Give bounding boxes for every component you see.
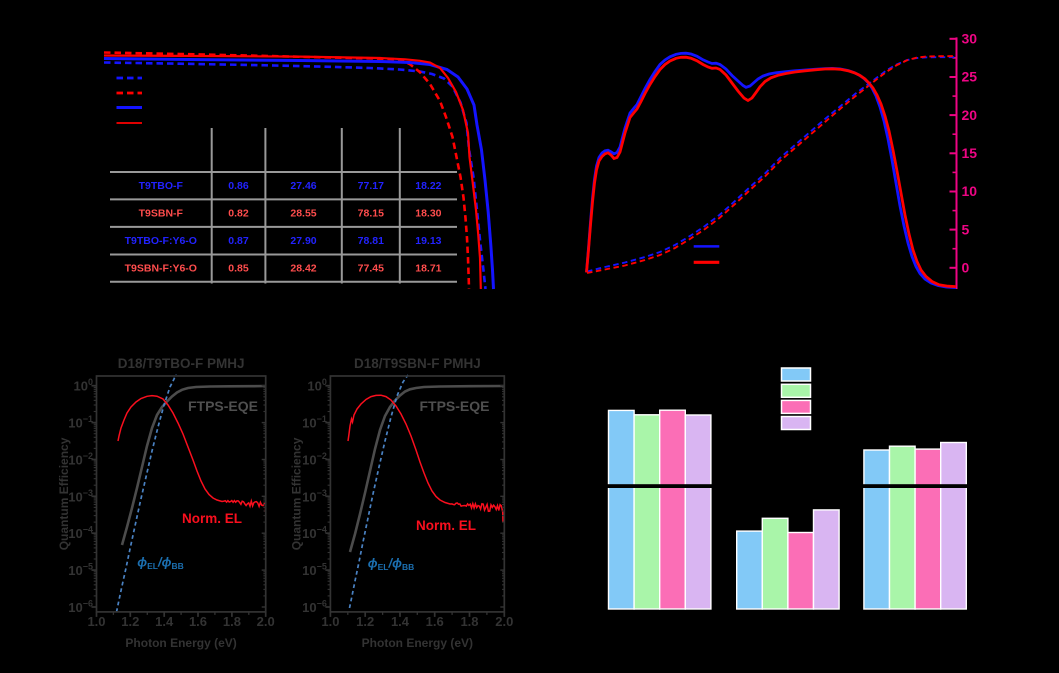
svg-text:19.13: 19.13	[415, 235, 441, 247]
svg-text:FTPS-EQE: FTPS-EQE	[188, 398, 258, 414]
svg-text:T9SBN-F: T9SBN-F	[139, 208, 184, 220]
svg-text:0.87: 0.87	[228, 235, 249, 247]
svg-text:Photon Energy (eV): Photon Energy (eV)	[125, 636, 236, 650]
svg-text:1.2: 1.2	[356, 614, 374, 629]
svg-text:10: 10	[962, 183, 978, 199]
svg-text:0.85: 0.85	[228, 263, 249, 275]
svg-text:T9TBO-F:Y6-O: T9TBO-F:Y6-O	[125, 235, 197, 247]
svg-text:27.90: 27.90	[290, 235, 316, 247]
svg-text:25: 25	[962, 69, 978, 85]
svg-text:15: 15	[962, 145, 978, 161]
svg-text:1.0: 1.0	[321, 614, 339, 629]
svg-text:5: 5	[962, 221, 970, 237]
svg-text:D18/T9TBO-F PMHJ: D18/T9TBO-F PMHJ	[118, 356, 245, 371]
svg-text:2.0: 2.0	[257, 614, 275, 629]
svg-text:20: 20	[962, 107, 978, 123]
svg-text:1.2: 1.2	[121, 614, 139, 629]
svg-text:18.22: 18.22	[415, 180, 441, 192]
svg-text:1.4: 1.4	[155, 614, 174, 629]
svg-text:ϕEL/ϕBB: ϕEL/ϕBB	[368, 556, 415, 573]
svg-text:78.81: 78.81	[358, 235, 384, 247]
svg-text:1.4: 1.4	[391, 614, 410, 629]
svg-text:77.17: 77.17	[358, 180, 384, 192]
svg-text:2.0: 2.0	[495, 614, 513, 629]
svg-text:27.46: 27.46	[290, 180, 316, 192]
svg-text:0.82: 0.82	[228, 208, 249, 220]
svg-text:0: 0	[962, 260, 970, 276]
svg-text:Norm. EL: Norm. EL	[416, 518, 476, 533]
svg-text:T9SBN-F:Y6-O: T9SBN-F:Y6-O	[125, 263, 197, 275]
svg-text:78.15: 78.15	[358, 208, 384, 220]
svg-text:1.8: 1.8	[223, 614, 241, 629]
svg-text:1.6: 1.6	[189, 614, 207, 629]
svg-text:Photon Energy (eV): Photon Energy (eV)	[362, 636, 473, 650]
svg-text:Quantum Efficiency: Quantum Efficiency	[57, 437, 71, 550]
svg-text:77.45: 77.45	[358, 263, 384, 275]
svg-text:30: 30	[962, 31, 978, 47]
svg-text:1.6: 1.6	[426, 614, 444, 629]
svg-text:D18/T9SBN-F PMHJ: D18/T9SBN-F PMHJ	[354, 356, 481, 371]
svg-text:Norm. EL: Norm. EL	[182, 511, 242, 526]
svg-text:1.8: 1.8	[460, 614, 478, 629]
svg-text:0.86: 0.86	[228, 180, 249, 192]
svg-text:18.30: 18.30	[415, 208, 441, 220]
svg-text:28.42: 28.42	[290, 263, 316, 275]
svg-text:18.71: 18.71	[415, 263, 441, 275]
svg-text:28.55: 28.55	[290, 208, 316, 220]
svg-text:ϕEL/ϕBB: ϕEL/ϕBB	[137, 555, 184, 572]
svg-text:1.0: 1.0	[87, 614, 105, 629]
svg-text:T9TBO-F: T9TBO-F	[139, 180, 184, 192]
svg-text:Quantum Efficiency: Quantum Efficiency	[290, 437, 304, 550]
svg-text:FTPS-EQE: FTPS-EQE	[419, 398, 489, 414]
